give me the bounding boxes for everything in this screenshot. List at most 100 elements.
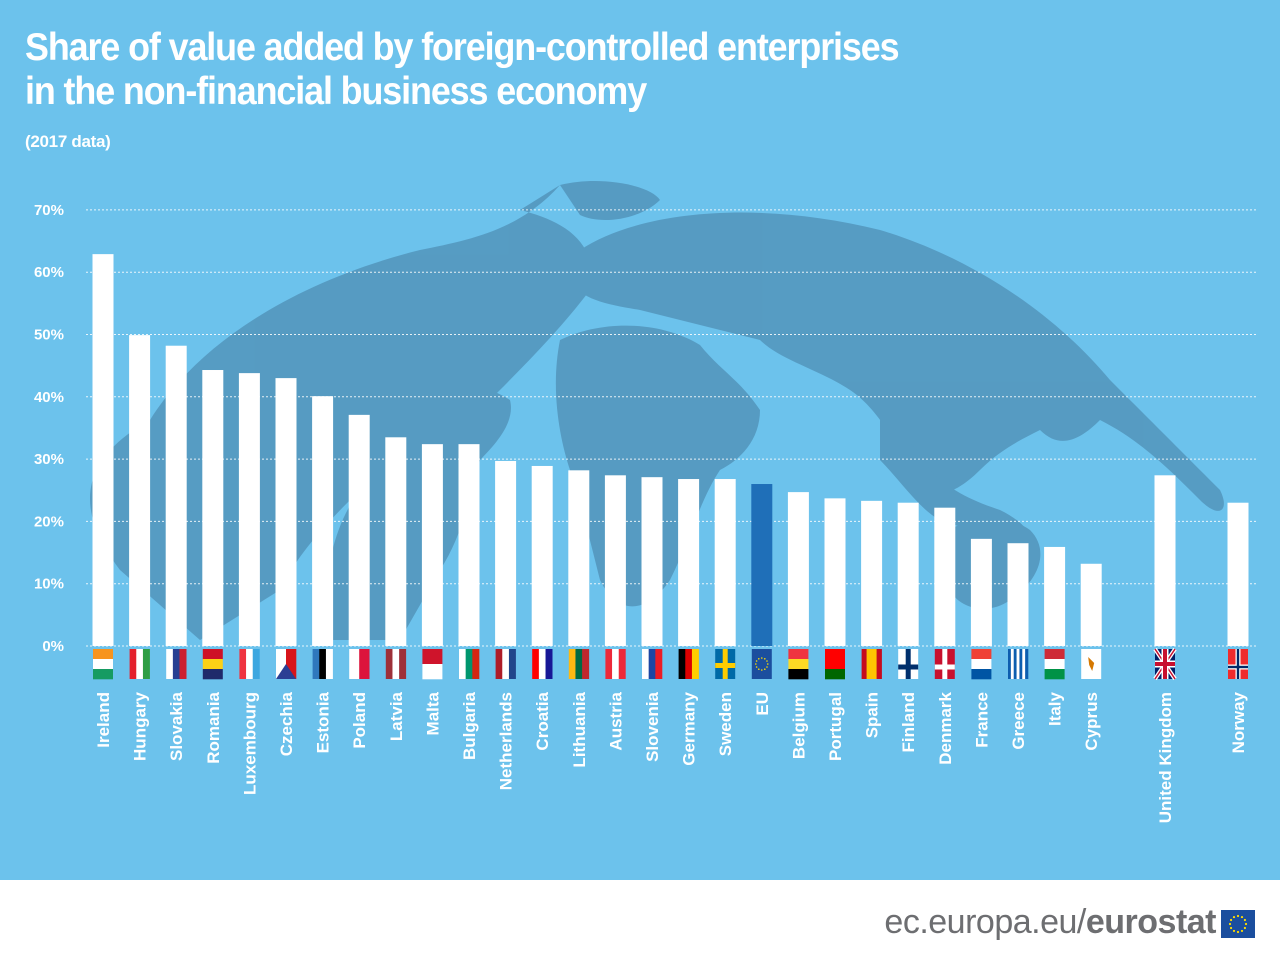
category-label: Netherlands xyxy=(497,692,516,790)
malta-flag-icon xyxy=(422,649,443,680)
bar-norway xyxy=(1227,502,1249,646)
chart-title-line2: in the non-financial business economy xyxy=(25,70,647,113)
bar-chart: 0% 10% 20% 30% 40% 50% 60% 70% Ireland Hungary Sl… xyxy=(34,202,1258,823)
bar-czechia xyxy=(275,378,297,646)
latvia-flag-icon xyxy=(385,649,407,679)
poland-flag-icon xyxy=(349,649,370,679)
bar-cyprus xyxy=(1080,563,1102,646)
croatia-flag-icon xyxy=(532,649,553,679)
bar-portugal xyxy=(824,498,846,646)
category-label: Sweden xyxy=(716,692,735,756)
france-flag-icon xyxy=(971,649,992,680)
category-label: France xyxy=(972,692,991,748)
belgium-flag-icon xyxy=(788,649,809,680)
bar-ireland xyxy=(92,254,114,646)
slovenia-flag-icon xyxy=(642,649,663,679)
category-label: Portugal xyxy=(826,692,845,761)
category-label: Denmark xyxy=(936,691,955,764)
romania-flag-icon xyxy=(202,649,223,680)
bar-eu xyxy=(751,484,773,646)
category-label: Norway xyxy=(1229,691,1248,753)
y-tick-label: 60% xyxy=(34,264,64,281)
lithuania-flag-icon xyxy=(568,649,590,679)
bulgaria-flag-icon xyxy=(459,649,480,679)
category-label: Estonia xyxy=(314,691,333,753)
bar-finland xyxy=(897,502,919,646)
category-label: Lithuania xyxy=(570,691,589,767)
category-label: Poland xyxy=(350,692,369,749)
y-axis-ticks: 0% 10% 20% 30% 40% 50% 60% 70% xyxy=(34,202,64,655)
luxembourg-flag-icon xyxy=(239,649,260,679)
y-tick-label: 20% xyxy=(34,513,64,530)
chart-panel: Share of value added by foreign-controll… xyxy=(0,0,1280,880)
category-label: Croatia xyxy=(533,691,552,750)
bar-united-kingdom xyxy=(1154,475,1176,646)
y-tick-label: 0% xyxy=(42,638,64,655)
greece-flag-icon xyxy=(1008,649,1029,679)
bar-sweden xyxy=(714,479,736,646)
ireland-flag-icon xyxy=(93,649,113,680)
eu-flag-icon xyxy=(1221,910,1255,938)
chart-title: Share of value added by foreign-controll… xyxy=(25,26,1129,114)
category-label: Germany xyxy=(680,691,699,765)
category-label: Luxembourg xyxy=(240,692,259,795)
bars xyxy=(92,254,1249,646)
bar-belgium xyxy=(787,492,809,646)
y-tick-label: 30% xyxy=(34,451,64,468)
bar-luxembourg xyxy=(238,373,260,646)
category-label: Greece xyxy=(1009,692,1028,750)
y-tick-label: 50% xyxy=(34,327,64,344)
category-label: Bulgaria xyxy=(460,691,479,760)
footer-url[interactable]: ec.europa.eu/eurostat xyxy=(884,903,1216,942)
norway-flag-icon xyxy=(1228,649,1248,679)
bar-romania xyxy=(202,370,224,646)
category-label: Finland xyxy=(899,692,918,752)
slovakia-flag-icon xyxy=(166,649,187,679)
united-kingdom-flag-icon xyxy=(1153,647,1177,681)
bar-greece xyxy=(1007,543,1029,646)
hungary-flag-icon xyxy=(129,649,150,679)
category-labels: Ireland Hungary Slovakia Romania Luxembourg C… xyxy=(94,691,1248,823)
bar-netherlands xyxy=(495,460,517,646)
category-label: Cyprus xyxy=(1082,692,1101,751)
portugal-flag-icon xyxy=(825,649,845,680)
bar-denmark xyxy=(934,507,956,646)
bar-malta xyxy=(421,444,443,646)
category-label: EU xyxy=(753,692,772,716)
y-tick-label: 10% xyxy=(34,576,64,593)
germany-flag-icon xyxy=(678,649,699,679)
category-label: Slovakia xyxy=(167,691,186,761)
category-label: Romania xyxy=(204,691,223,763)
spain-flag-icon xyxy=(861,649,882,679)
bar-france xyxy=(970,538,992,646)
category-label: Hungary xyxy=(131,691,150,761)
bar-spain xyxy=(861,500,883,646)
estonia-flag-icon xyxy=(312,649,333,679)
italy-flag-icon xyxy=(1044,649,1065,680)
eu-flag-icon xyxy=(751,649,772,679)
sweden-flag-icon xyxy=(715,649,736,679)
category-label: Spain xyxy=(863,692,882,738)
bar-germany xyxy=(678,479,700,646)
finland-flag-icon xyxy=(898,649,919,679)
category-label: Latvia xyxy=(387,691,406,741)
footer-url-prefix: ec.europa.eu/ xyxy=(884,903,1086,941)
denmark-flag-icon xyxy=(934,649,955,679)
bar-poland xyxy=(348,414,370,646)
austria-flag-icon xyxy=(605,649,626,679)
flags xyxy=(93,647,1248,681)
bar-hungary xyxy=(129,335,151,646)
category-label: Belgium xyxy=(789,692,808,759)
bar-italy xyxy=(1044,546,1066,646)
category-label: Czechia xyxy=(277,691,296,756)
category-label: Malta xyxy=(423,691,442,735)
category-label: Ireland xyxy=(94,692,113,748)
category-label: Italy xyxy=(1046,691,1065,726)
bar-croatia xyxy=(531,465,553,646)
cyprus-flag-icon xyxy=(1081,649,1102,679)
footer-url-brand: eurostat xyxy=(1085,903,1217,941)
bar-estonia xyxy=(312,396,334,646)
bar-slovenia xyxy=(641,477,663,646)
category-label: United Kingdom xyxy=(1156,692,1175,823)
bar-slovakia xyxy=(165,345,187,646)
